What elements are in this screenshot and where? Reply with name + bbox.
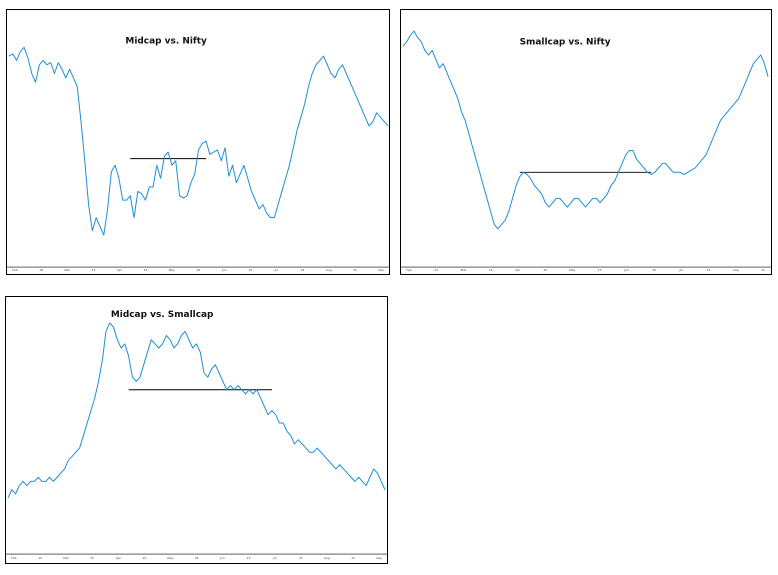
x-tick-label: 15: [489, 268, 493, 272]
x-tick-label: Apr: [116, 556, 122, 560]
x-tick-label: Aug: [324, 556, 330, 560]
x-tick-label: 15: [434, 268, 438, 272]
x-tick-label: 15: [598, 268, 602, 272]
x-tick-label: 15: [248, 268, 252, 272]
x-tick-label: Jun: [624, 268, 630, 272]
x-tick-label: Feb: [11, 556, 16, 560]
x-tick-label: Aug: [326, 268, 332, 272]
x-tick-label: 15: [351, 556, 355, 560]
x-tick-label: 15: [92, 268, 96, 272]
chart-title: Midcap vs. Smallcap: [111, 310, 214, 320]
x-tick-label: May: [169, 268, 175, 272]
x-tick-labels: Feb 15 Mar 15 Apr 15 May 15 Jun 15 Jul 15 Aug 15: [406, 268, 765, 272]
x-tick-label: Sep: [378, 268, 384, 272]
chart-title: Smallcap vs. Nifty: [520, 38, 611, 48]
x-tick-labels: Feb 18 Mar 15 Apr 15 May 18 Jun 15 Jul 15 Aug 15 Sep: [12, 268, 384, 272]
x-tick-label: Jul: [274, 268, 279, 272]
x-tick-label: 15: [38, 556, 42, 560]
x-tick-label: Feb: [406, 268, 411, 272]
x-tick-label: 15: [90, 556, 94, 560]
x-tick-label: Mar: [64, 268, 70, 272]
chart-title: Midcap vs. Nifty: [125, 37, 207, 47]
x-tick-label: Sep: [376, 556, 382, 560]
x-tick-label: 15: [247, 556, 251, 560]
x-tick-label: Mar: [461, 268, 467, 272]
x-tick-label: 15: [299, 556, 303, 560]
series-line: [8, 46, 389, 236]
x-tick-labels: Feb 15 Mar 15 Apr 15 May 18 Jun 15 Jul 15 Aug 15 Sep: [11, 556, 382, 560]
series-line: [7, 322, 386, 499]
x-tick-label: Apr: [515, 268, 521, 272]
x-tick-label: Jun: [219, 556, 225, 560]
series-line: [402, 30, 769, 230]
x-tick-label: May: [167, 556, 173, 560]
chart-panel-smallcap-vs-nifty: Smallcap vs. Nifty Feb 15 Mar 15 Apr 15 May 15 J…: [400, 9, 772, 275]
x-tick-label: 15: [142, 556, 146, 560]
x-tick-label: 15: [652, 268, 656, 272]
x-tick-label: 15: [543, 268, 547, 272]
x-tick-label: 15: [761, 268, 765, 272]
line-chart-midcap-vs-nifty: Midcap vs. Nifty Feb 18 Mar 15 Apr 15 May 18 Jun…: [7, 37, 389, 272]
x-tick-label: Jul: [678, 268, 683, 272]
x-tick-label: Mar: [63, 556, 69, 560]
x-tick-label: Jul: [272, 556, 277, 560]
x-tick-label: 15: [353, 268, 357, 272]
x-tick-label: Apr: [117, 268, 123, 272]
x-tick-label: May: [569, 268, 575, 272]
line-chart-smallcap-vs-nifty: Smallcap vs. Nifty Feb 15 Mar 15 Apr 15 May 15 J…: [401, 30, 771, 272]
chart-panel-midcap-vs-nifty: Midcap vs. Nifty Feb 18 Mar 15 Apr 15 May 18 Jun…: [6, 9, 390, 275]
x-tick-label: 18: [195, 556, 199, 560]
x-tick-label: 15: [707, 268, 711, 272]
x-tick-label: 18: [39, 268, 43, 272]
x-tick-label: 15: [301, 268, 305, 272]
x-tick-label: Aug: [733, 268, 739, 272]
line-chart-midcap-vs-smallcap: Midcap vs. Smallcap Feb 15 Mar 15 Apr 15 May 18…: [6, 310, 387, 560]
x-tick-label: Jun: [221, 268, 227, 272]
x-tick-label: 15: [144, 268, 148, 272]
x-tick-label: 18: [196, 268, 200, 272]
chart-panel-midcap-vs-smallcap: Midcap vs. Smallcap Feb 15 Mar 15 Apr 15 May 18…: [5, 296, 388, 564]
x-tick-label: Feb: [12, 268, 17, 272]
